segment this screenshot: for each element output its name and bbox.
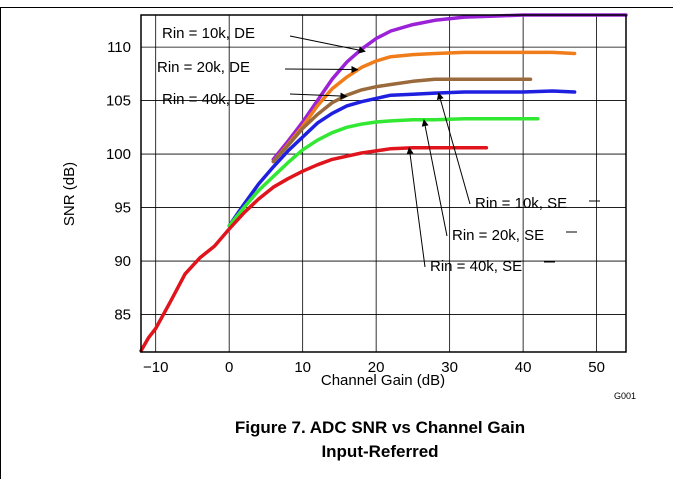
frame-top-border xyxy=(0,7,673,8)
plot-border xyxy=(140,14,627,353)
y-tick-label: 105 xyxy=(106,93,131,110)
series-line xyxy=(271,77,533,164)
series-label: Rin = 10k, SE xyxy=(475,195,567,212)
series-label: Rin = 20k, DE xyxy=(157,59,250,76)
x-tick-label: 50 xyxy=(588,359,605,376)
annotation-arrow xyxy=(421,119,448,237)
x-tick-label: 0 xyxy=(225,359,233,376)
y-tick-label: 100 xyxy=(106,146,131,163)
figure-caption-subtitle: Input-Referred xyxy=(321,442,439,461)
y-tick-labels: 85 90 95 100 105 110 xyxy=(106,39,131,323)
x-axis-label: Channel Gain (dB) xyxy=(321,372,445,389)
y-axis-label: SNR (dB) xyxy=(61,162,78,226)
x-tick-labels: −10 0 10 20 30 40 50 xyxy=(143,359,605,376)
figure-code: G001 xyxy=(614,391,637,401)
y-tick-label: 85 xyxy=(114,307,131,324)
series-line xyxy=(271,50,577,164)
series-label: Rin = 40k, SE xyxy=(430,258,522,275)
y-tick-label: 95 xyxy=(114,200,131,217)
x-tick-label: 10 xyxy=(294,359,311,376)
series-line xyxy=(139,145,489,353)
series-line xyxy=(227,89,577,228)
figure-caption-title: Figure 7. ADC SNR vs Channel Gain xyxy=(234,418,526,437)
y-tick-label: 90 xyxy=(114,253,131,270)
x-tick-label: 40 xyxy=(515,359,532,376)
snr-chart: −10 0 10 20 30 40 50 85 90 95 100 105 110 Rin = 10k… xyxy=(61,13,628,389)
grid-lines xyxy=(141,15,626,352)
series-label: Rin = 40k, DE xyxy=(162,91,255,108)
annotation-arrow xyxy=(436,92,471,205)
x-tick-label: −10 xyxy=(143,359,168,376)
annotation-arrow xyxy=(284,66,359,74)
x-tick-label: 20 xyxy=(368,359,385,376)
y-tick-label: 110 xyxy=(107,39,131,56)
series-line xyxy=(227,117,540,228)
series-label: Rin = 10k, DE xyxy=(162,25,255,42)
annotation-arrow xyxy=(289,35,366,54)
frame-left-border xyxy=(0,7,1,479)
x-tick-label: 30 xyxy=(441,359,458,376)
series-annotations: Rin = 10k, DE Rin = 20k, DE Rin = 40k, DE R… xyxy=(157,25,600,275)
annotation-arrow xyxy=(406,146,426,268)
annotation-arrow xyxy=(289,92,348,100)
series-layer xyxy=(139,13,628,353)
series-label: Rin = 20k, SE xyxy=(452,227,544,244)
